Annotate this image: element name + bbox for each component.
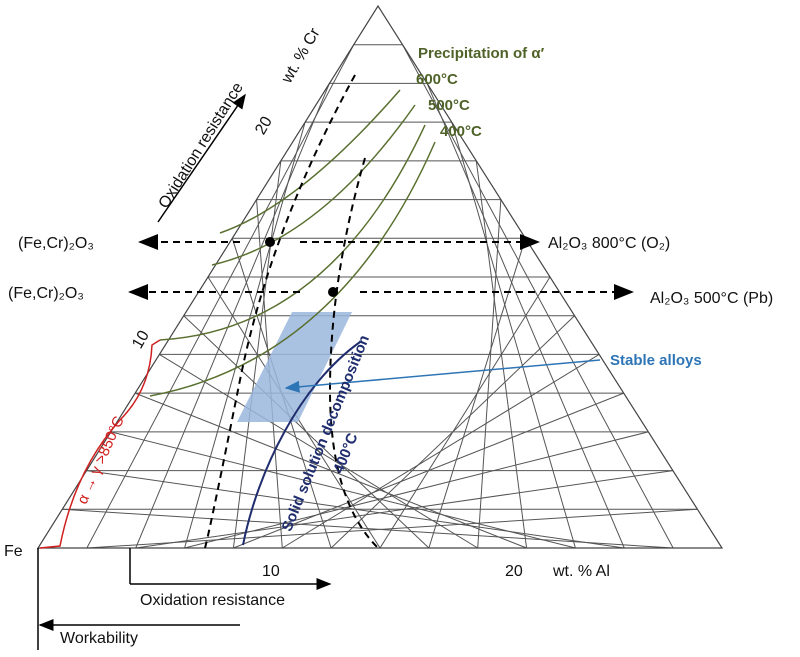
- temperature: 500°C: [428, 97, 470, 114]
- point: [265, 237, 275, 247]
- triangle: [36, 4, 724, 549]
- oxidation-label: Oxidation resistance: [156, 80, 247, 212]
- stable-region: [237, 312, 352, 422]
- oxide-right: Al₂O₃ 500°C (Pb): [650, 290, 773, 307]
- dashed-boundaries: [204, 74, 379, 549]
- grid-line: [475, 160, 528, 549]
- cr-tick: 20: [252, 114, 276, 138]
- oxide-arrows: [128, 234, 634, 300]
- corner-label: Fe: [4, 543, 23, 560]
- decomposition-temp: 400°C: [330, 431, 362, 476]
- precipitation-title: Precipitation of α′: [418, 45, 545, 62]
- grid-line: [379, 276, 551, 549]
- precipitation-curves: [149, 89, 436, 397]
- grid-line: [451, 122, 576, 549]
- grid-line: [402, 44, 674, 549]
- transformation-curve: [39, 339, 161, 549]
- axis-arrows: [37, 93, 332, 650]
- temperature: 400°C: [440, 123, 482, 140]
- point: [328, 287, 338, 297]
- grid-line: [86, 470, 625, 549]
- grid-line: [477, 199, 502, 549]
- oxidation-label: Oxidation resistance: [140, 592, 285, 609]
- stable-label: Stable alloys: [610, 352, 702, 369]
- grid: [62, 44, 698, 549]
- cr-tick: 10: [129, 328, 153, 352]
- cr-axis-label: wt. % Cr: [278, 25, 324, 87]
- transformation-label: α → γ >850°C: [74, 413, 128, 506]
- al-axis-label: wt. % Al: [552, 563, 610, 580]
- oxide-right: Al₂O₃ 800°C (O₂): [548, 235, 670, 252]
- grid-line: [159, 354, 478, 549]
- decomposition-curve: [242, 341, 361, 546]
- stable-arrow: [284, 359, 601, 393]
- grid-line: [426, 83, 625, 549]
- oxide-left: (Fe,Cr)₂O₃: [8, 285, 84, 302]
- al-tick: 20: [505, 563, 523, 580]
- workability-label: Workability: [60, 630, 138, 647]
- grid-line: [428, 238, 526, 549]
- grid-line: [134, 392, 527, 549]
- oxide-left: (Fe,Cr)₂O₃: [18, 235, 94, 252]
- al-tick: 10: [262, 563, 280, 580]
- temperature: 600°C: [416, 71, 458, 88]
- grid-line: [183, 315, 430, 549]
- grid-line: [62, 508, 674, 549]
